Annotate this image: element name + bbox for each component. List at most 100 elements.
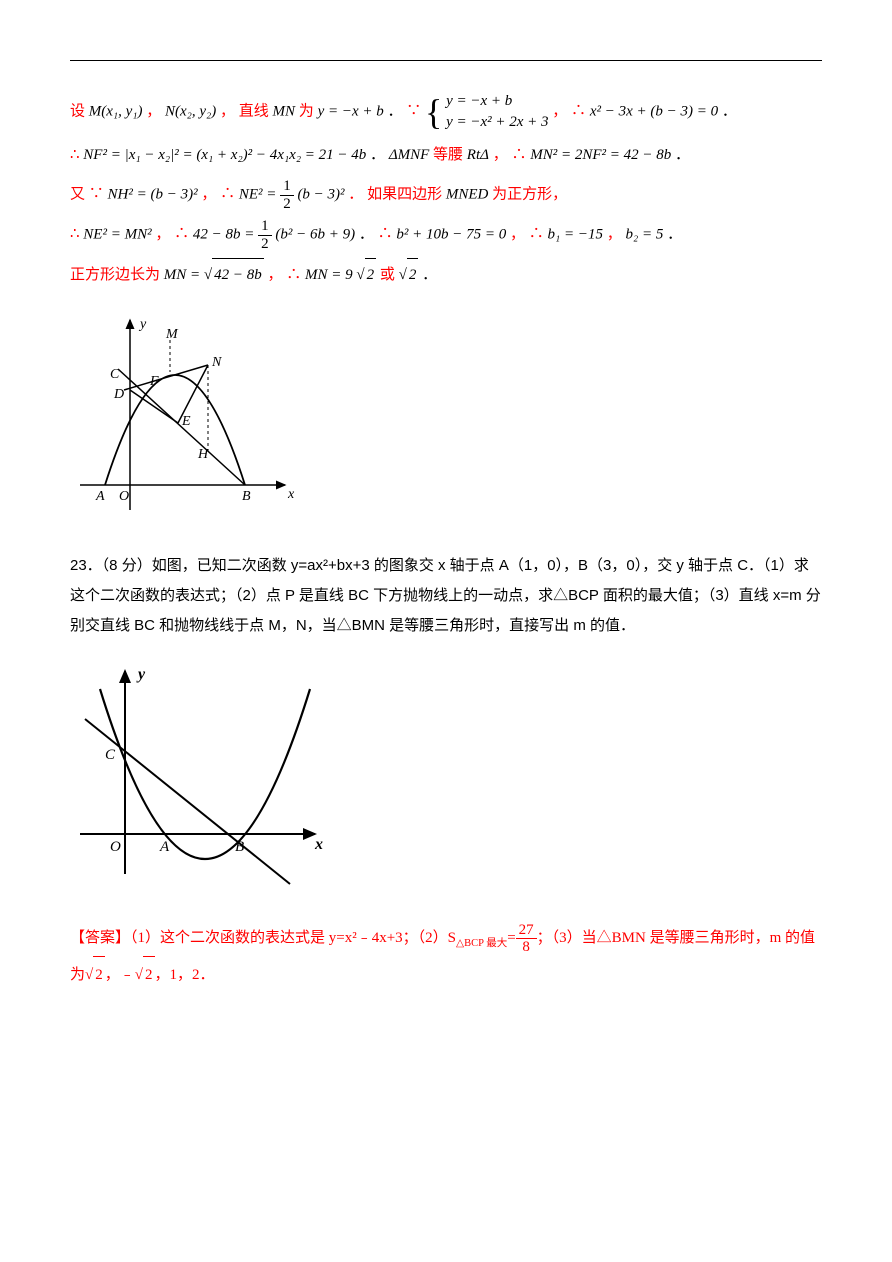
l3-frac-num: 1: [280, 178, 294, 196]
l1-c1: ，: [146, 103, 161, 119]
l1-c3: ，: [552, 103, 567, 119]
answer-neg: ，﹣: [105, 967, 135, 983]
svg-text:O: O: [119, 489, 129, 504]
l2-c: ，: [493, 147, 508, 163]
l1-dot1: ．: [388, 103, 403, 119]
l1-eqMN: y = −x + b: [318, 103, 384, 119]
l2-tri: ΔMNF: [389, 147, 429, 163]
l4-eq2a: 42 − 8b =: [193, 226, 258, 242]
svg-text:M: M: [165, 327, 179, 342]
l4-b1: b₁ = −15: [548, 226, 603, 242]
svg-text:O: O: [110, 839, 121, 855]
l3-after: (b − 3)²: [297, 186, 344, 202]
l4-frac: 1 2: [258, 218, 272, 252]
l3-cond: 如果四边形: [367, 186, 446, 202]
svg-text:C: C: [110, 367, 120, 382]
p23-num: 23．（8 分）: [70, 557, 152, 574]
svg-text:A: A: [159, 839, 170, 855]
l3-frac: 1 2: [280, 178, 294, 212]
l3-ne: NE² =: [239, 186, 280, 202]
l1-c2: ，: [220, 103, 235, 119]
svg-text:B: B: [242, 489, 251, 504]
l1-sys-top: y = −x + b: [446, 93, 512, 109]
answer-sub: △BCP 最大: [456, 938, 507, 949]
l4-c2: ，: [510, 226, 525, 242]
svg-text:D: D: [113, 387, 124, 402]
svg-text:C: C: [105, 747, 116, 763]
l3-frac-den: 2: [280, 196, 294, 213]
svg-text:E: E: [181, 414, 191, 429]
l4-eq1: NE² = MN²: [83, 226, 151, 242]
l4-c3: ，: [607, 226, 622, 242]
l2-nf2: NF² = |x₁ − x₂|² = (x₁ + x₂)² − 4x₁x₂ = …: [83, 147, 366, 163]
therefore-icon: [286, 267, 301, 283]
problem-23: 23．（8 分）如图，已知二次函数 y=ax²+bx+3 的图象交 x 轴于点 …: [70, 551, 822, 641]
l5-MN: MN =: [164, 267, 204, 283]
p23-text: 如图，已知二次函数 y=ax²+bx+3 的图象交 x 轴于点 A（1，0），B…: [70, 557, 821, 634]
svg-text:H: H: [197, 447, 209, 462]
therefore-icon: [70, 226, 80, 242]
answer-frac: 278: [516, 922, 537, 956]
l3-mned: MNED: [446, 186, 489, 202]
l2-rt: RtΔ: [467, 147, 489, 163]
l1-M: M(x₁, y₁): [89, 103, 143, 119]
therefore-icon: [220, 186, 235, 202]
svg-text:N: N: [211, 355, 222, 370]
l5-or: 或: [380, 267, 399, 283]
answer-frac-num: 27: [516, 922, 537, 940]
l2-dot2: ．: [675, 147, 690, 163]
l1-sys-bot: y = −x² + 2x + 3: [446, 114, 548, 130]
line-4: NE² = MN² ， 42 − 8b = 1 2 (b² − 6b + 9) …: [70, 218, 822, 252]
therefore-icon: [571, 103, 586, 119]
svg-text:x: x: [314, 836, 323, 853]
l4-frac-num: 1: [258, 218, 272, 236]
l4-frac-den: 2: [258, 236, 272, 253]
answer-block: 【答案】（1）这个二次函数的表达式是 y=x²﹣4x+3；（2）S△BCP 最大…: [70, 920, 822, 993]
l1-result: x² − 3x + (b − 3) = 0: [590, 103, 718, 119]
l3-c1: ，: [201, 186, 216, 202]
line-1: 设 M(x₁, y₁) ， N(x₂, y₂) ， 直线 MN 为 y = −x…: [70, 91, 822, 133]
therefore-icon: [70, 147, 80, 163]
l2-dot1: ．: [370, 147, 385, 163]
answer-rest: ，1，2．: [155, 967, 215, 983]
l5-sqrt3: √2: [399, 258, 419, 292]
figure-2: y x O A B C: [70, 659, 822, 902]
l3-dot: ．: [348, 186, 363, 202]
l3-nh: NH² = (b − 3)²: [108, 186, 198, 202]
line-3: 又 NH² = (b − 3)² ， NE² = 1 2 (b − 3)² ． …: [70, 178, 822, 212]
answer-label: 【答案】: [70, 930, 130, 946]
svg-text:y: y: [138, 317, 147, 332]
l4-b2: b₂ = 5: [626, 226, 664, 242]
l1-设: 设: [70, 103, 89, 119]
svg-text:x: x: [287, 487, 295, 502]
because-icon: [89, 186, 104, 202]
svg-text:A: A: [95, 489, 105, 504]
answer-eq: =: [507, 930, 515, 946]
top-rule: [70, 60, 822, 61]
l1-N: N(x₂, y₂): [165, 103, 216, 119]
answer-frac-den: 8: [516, 939, 537, 956]
line-2: NF² = |x₁ − x₂|² = (x₁ + x₂)² − 4x₁x₂ = …: [70, 139, 822, 172]
answer-p1a: （1）这个二次函数的表达式是 y=x²﹣4x+3；（2）S: [130, 930, 456, 946]
l5-sqrt1: √42 − 8b: [204, 258, 264, 292]
l1-直线: 直线: [239, 103, 273, 119]
therefore-icon: [511, 147, 526, 163]
l4-eq2b: (b² − 6b + 9): [275, 226, 355, 242]
l3-zf: 为正方形，: [492, 186, 567, 202]
figure-1: y x A O B C D F M N E H: [70, 310, 822, 533]
l5-MNeq: MN = 9: [305, 267, 353, 283]
l4-dot2: ．: [667, 226, 682, 242]
l3-you: 又: [70, 186, 89, 202]
therefore-icon: [378, 226, 393, 242]
l4-c1: ，: [155, 226, 170, 242]
svg-text:y: y: [136, 666, 146, 683]
l1-system: { y = −x + b y = −x² + 2x + 3: [425, 91, 549, 133]
l1-MN: MN: [273, 103, 296, 119]
answer-sqrt1: √2: [85, 956, 105, 993]
answer-sqrt2: √2: [135, 956, 155, 993]
therefore-icon: [529, 226, 544, 242]
l4-dot1: ．: [359, 226, 374, 242]
l1-dot2: ．: [722, 103, 737, 119]
svg-text:F: F: [149, 374, 159, 389]
l2-dengyao: 等腰: [433, 147, 467, 163]
